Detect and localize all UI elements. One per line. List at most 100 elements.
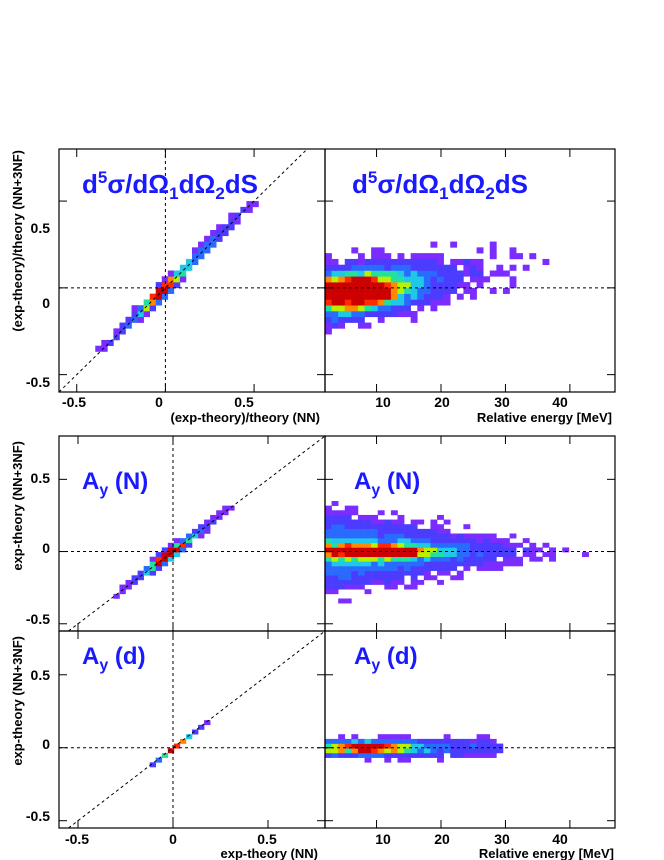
- heatmap-cell: [483, 552, 491, 558]
- heatmap-cell: [371, 748, 379, 754]
- heatmap-cell: [509, 533, 517, 539]
- heatmap-cell: [489, 542, 497, 548]
- heatmap-cell: [489, 270, 497, 277]
- heatmap-cell: [137, 305, 144, 312]
- heatmap-cell: [371, 752, 379, 758]
- heatmap-cell: [119, 584, 126, 590]
- heatmap-cell: [404, 734, 411, 740]
- heatmap-cell: [430, 552, 438, 558]
- heatmap-cell: [338, 514, 346, 520]
- heatmap-cell: [430, 282, 438, 289]
- heatmap-cell: [222, 505, 229, 511]
- heatmap-cell: [456, 282, 464, 289]
- heatmap-cell: [338, 270, 346, 277]
- heatmap-cell: [371, 253, 379, 260]
- heatmap-cell: [430, 299, 438, 306]
- heatmap-cell: [390, 258, 398, 266]
- heatmap-cell: [384, 258, 392, 266]
- heatmap-cell: [410, 748, 418, 754]
- heatmap-cell: [131, 579, 138, 585]
- heatmap-cell: [167, 556, 175, 562]
- heatmap-cell: [204, 528, 211, 534]
- heatmap-cell: [423, 542, 431, 548]
- heatmap-cell: [338, 579, 346, 585]
- x-axis-title: exp-theory (NN): [220, 846, 318, 860]
- heatmap-cell: [456, 552, 464, 558]
- heatmap-cell: [325, 579, 332, 585]
- heatmap-cell: [417, 519, 425, 525]
- heatmap-cell: [325, 322, 332, 329]
- heatmap-cell: [417, 270, 425, 277]
- heatmap-cell: [364, 752, 372, 758]
- heatmap-cell: [351, 542, 359, 548]
- heatmap-cell: [542, 258, 550, 266]
- heatmap-cell: [397, 311, 405, 318]
- x-tick-label: 40: [552, 831, 568, 847]
- heatmap-cell: [410, 524, 418, 530]
- svg-text:d5σ/dΩ1dΩ2dS: d5σ/dΩ1dΩ2dS: [352, 168, 528, 203]
- heatmap-cell: [149, 299, 157, 306]
- heatmap-cell: [470, 743, 477, 749]
- heatmap-cell: [351, 247, 359, 254]
- heatmap-cell: [364, 519, 372, 525]
- heatmap-cell: [101, 345, 108, 352]
- heatmap-cell: [404, 258, 411, 266]
- x-tick-label: -0.5: [65, 831, 89, 847]
- heatmap-cell: [430, 276, 438, 283]
- heatmap-cell: [371, 743, 379, 749]
- heatmap-cell: [377, 247, 385, 254]
- heatmap-cell: [338, 533, 346, 539]
- heatmap-cell: [357, 524, 365, 530]
- heatmap-cell: [125, 316, 132, 323]
- heatmap-cell: [423, 547, 431, 553]
- heatmap-cell: [483, 738, 491, 744]
- heatmap-cell: [338, 282, 346, 289]
- heatmap-cell: [456, 556, 464, 562]
- heatmap-cell: [338, 510, 346, 516]
- x-tick-label: 0.5: [234, 394, 254, 410]
- heatmap-cell: [443, 556, 451, 562]
- heatmap-cell: [351, 561, 359, 567]
- heatmap-cell: [137, 575, 144, 581]
- heatmap-cell: [470, 556, 477, 562]
- heatmap-cell: [331, 524, 339, 530]
- heatmap-cell: [351, 276, 359, 283]
- heatmap-cell: [430, 566, 438, 571]
- heatmap-cell: [397, 514, 405, 520]
- heatmap-cell: [371, 258, 379, 266]
- heatmap-cell: [443, 282, 451, 289]
- heatmap-cell: [397, 270, 405, 277]
- heatmap-cell: [331, 752, 339, 758]
- heatmap-cell: [397, 743, 405, 749]
- heatmap-cell: [470, 264, 477, 271]
- heatmap-cell: [149, 570, 157, 576]
- panel-label-ayd-vs-nn: Ay (d): [82, 643, 146, 674]
- heatmap-cell: [179, 738, 187, 744]
- heatmap-cell: [325, 561, 332, 567]
- heatmap-cell: [483, 752, 491, 758]
- heatmap-cell: [476, 552, 484, 558]
- heatmap-cell: [338, 552, 346, 558]
- heatmap-cell: [443, 734, 451, 740]
- heatmap-cell: [450, 542, 458, 548]
- heatmap-cell: [384, 253, 392, 260]
- heatmap-cell: [149, 566, 157, 571]
- heatmap-cell: [246, 206, 253, 213]
- heatmap-cell: [357, 579, 365, 585]
- heatmap-cell: [357, 561, 365, 567]
- heatmap-cell: [502, 270, 510, 277]
- heatmap-cell: [222, 230, 229, 237]
- heatmap-cell: [470, 552, 477, 558]
- heatmap-cell: [404, 561, 411, 567]
- heatmap-cell: [483, 276, 491, 283]
- heatmap-cell: [344, 316, 352, 323]
- heatmap-cell: [371, 556, 379, 562]
- heatmap-cell: [476, 270, 484, 277]
- heatmap-cell: [437, 570, 444, 576]
- heatmap-cell: [357, 305, 365, 312]
- heatmap-cell: [430, 575, 438, 581]
- heatmap-cell: [410, 575, 418, 581]
- heatmap-cell: [338, 743, 346, 749]
- heatmap-cell: [470, 270, 477, 277]
- heatmap-cell: [371, 579, 379, 585]
